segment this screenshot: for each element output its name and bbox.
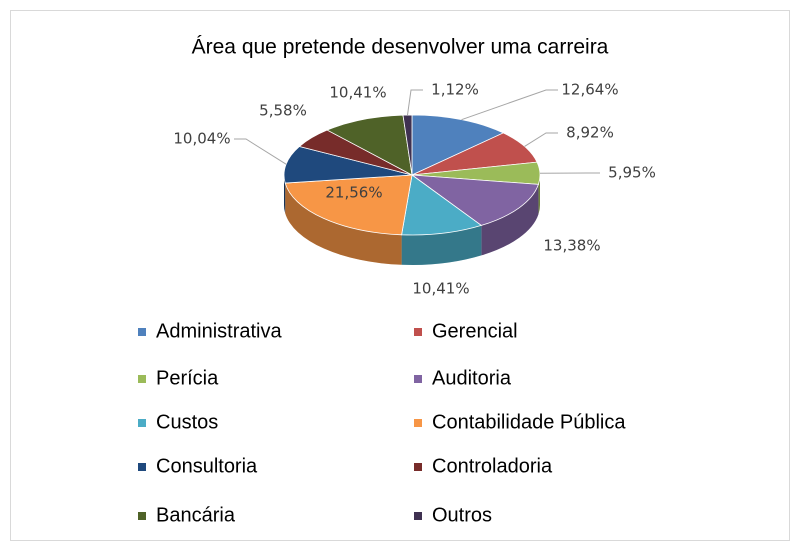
legend-label: Contabilidade Pública <box>432 411 626 433</box>
slice-side <box>284 175 286 214</box>
leader-line <box>234 138 287 165</box>
slice-side <box>538 175 540 215</box>
data-label: 1,12% <box>431 81 479 99</box>
legend-label: Custos <box>156 411 218 433</box>
slice-side-shade <box>285 183 402 265</box>
slice <box>401 174 483 236</box>
legend-swatch <box>414 328 422 336</box>
legend-label: Gerencial <box>432 320 518 342</box>
legend-swatch <box>138 463 146 471</box>
data-label: 12,64% <box>561 81 618 99</box>
slice-side <box>285 183 402 265</box>
legend-label: Consultoria <box>156 455 258 477</box>
chart-border <box>10 10 790 541</box>
leader-line <box>461 89 558 121</box>
slice-side-shade <box>481 184 539 256</box>
slice <box>410 174 539 226</box>
data-label: 21,56% <box>325 184 382 202</box>
data-label: 10,41% <box>412 280 469 298</box>
slice <box>326 114 413 176</box>
legend-swatch <box>414 419 422 427</box>
legend-swatch <box>138 419 146 427</box>
slice <box>411 114 505 176</box>
data-label: 8,92% <box>566 124 614 142</box>
legend-swatch <box>414 512 422 520</box>
slice-side <box>481 184 539 256</box>
legend-label: Bancária <box>156 504 236 526</box>
legend-label: Administrativa <box>156 320 282 342</box>
slice <box>284 174 413 236</box>
legend-label: Outros <box>432 504 492 526</box>
chart-title: Área que pretende desenvolver uma carrei… <box>192 36 609 59</box>
slice <box>283 146 413 184</box>
slice-side-shade <box>284 175 286 214</box>
legend-label: Auditoria <box>432 367 512 389</box>
legend-swatch <box>138 375 146 383</box>
slice-side <box>401 225 482 265</box>
data-label: 10,04% <box>173 130 230 148</box>
leader-line <box>407 89 423 116</box>
data-label: 5,58% <box>259 102 307 120</box>
legend-label: Controladoria <box>432 455 553 477</box>
legend-label: Perícia <box>156 367 219 389</box>
legend-swatch <box>138 512 146 520</box>
legend-swatch <box>414 463 422 471</box>
legend-swatch <box>414 375 422 383</box>
legend-swatch <box>138 328 146 336</box>
slice-side-shade <box>401 225 482 265</box>
data-label: 5,95% <box>608 164 656 182</box>
leader-line <box>524 132 558 147</box>
data-label: 10,41% <box>329 84 386 102</box>
data-label: 13,38% <box>543 237 600 255</box>
slice-side-shade <box>538 175 540 215</box>
